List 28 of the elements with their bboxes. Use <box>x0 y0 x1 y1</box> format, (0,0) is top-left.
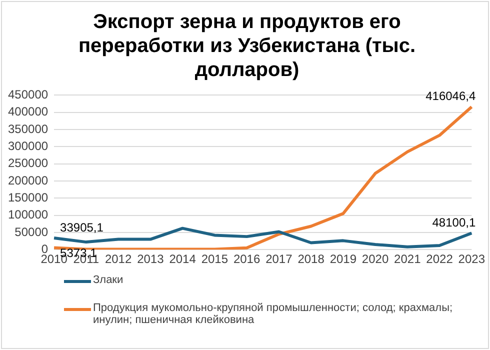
y-tick-label: 350000 <box>8 122 48 136</box>
y-tick-label: 100000 <box>8 208 48 222</box>
x-tick-label: 2020 <box>362 252 389 266</box>
x-tick-label: 2015 <box>201 252 228 266</box>
x-tick-label: 2012 <box>104 252 132 266</box>
legend-label: Продукция мукомольно-крупяной промышленности; солод; крахмалы; инулин; пшеничная клейковина <box>93 302 454 326</box>
data-label: 416046,4 <box>426 89 476 104</box>
data-label: 48100,1 <box>432 215 476 230</box>
y-tick-label: 400000 <box>8 104 48 119</box>
y-tick-label: 50000 <box>14 224 48 239</box>
y-tick-label: 250000 <box>8 156 48 170</box>
data-label: 33905,1 <box>60 220 104 234</box>
x-tick-label: 2013 <box>137 252 164 266</box>
y-tick-label: 450000 <box>8 88 48 102</box>
y-tick-label: 200000 <box>8 173 48 188</box>
y-tick-label: 300000 <box>8 138 48 153</box>
x-tick-label: 2019 <box>330 252 357 266</box>
x-tick-label: 2023 <box>458 252 486 266</box>
legend-label: Злаки <box>93 274 124 286</box>
chart-title: Экспорт зерна и продуктов его переработки из Узбекистана (тыс. долларов) <box>77 10 417 82</box>
y-tick-label: 0 <box>41 242 48 256</box>
x-tick-label: 2021 <box>394 252 422 266</box>
x-tick-label: 2016 <box>233 252 260 266</box>
x-tick-label: 2018 <box>298 252 325 266</box>
x-tick-label: 2014 <box>169 252 196 266</box>
x-tick-label: 2022 <box>426 252 454 266</box>
x-tick-label: 2017 <box>266 252 293 266</box>
y-tick-label: 150000 <box>8 190 48 204</box>
